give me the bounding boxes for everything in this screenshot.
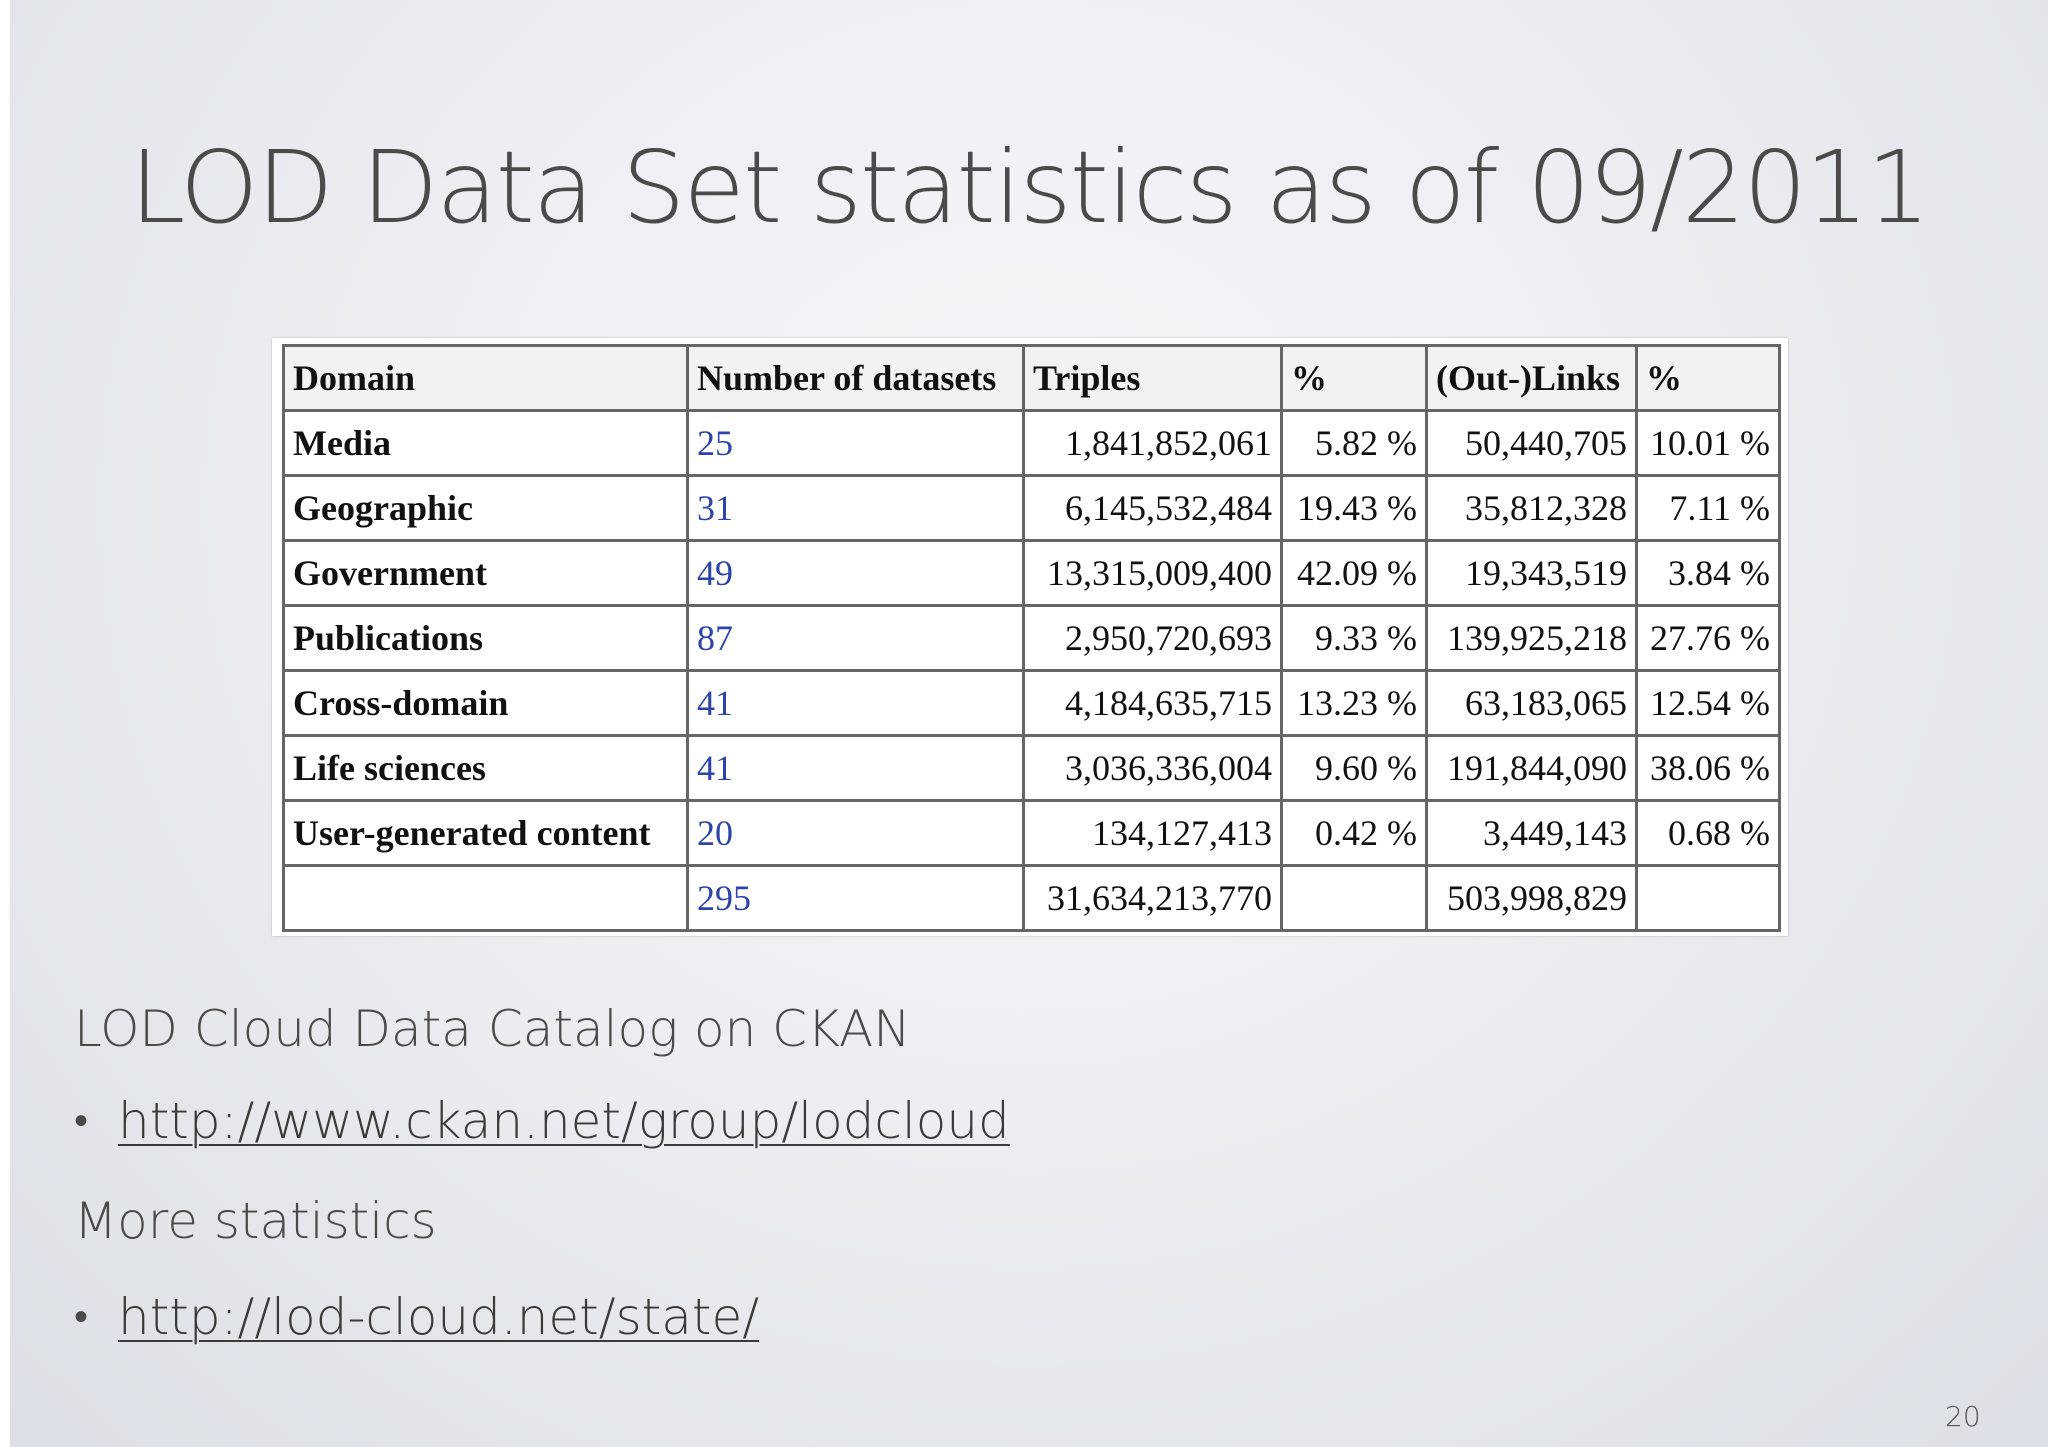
table-row: Geographic 31 6,145,532,484 19.43 % 35,8… bbox=[282, 474, 1781, 542]
domain-cell: Geographic bbox=[282, 474, 689, 542]
table-row: Media 25 1,841,852,061 5.82 % 50,440,705… bbox=[282, 409, 1781, 477]
ckan-catalog-heading: LOD Cloud Data Catalog on CKAN bbox=[74, 1000, 911, 1058]
dataset-count-link[interactable]: 20 bbox=[686, 799, 1025, 867]
lod-cloud-state-link[interactable]: http://lod-cloud.net/state/ bbox=[118, 1288, 760, 1346]
dataset-count-link[interactable]: 41 bbox=[686, 669, 1025, 737]
total-triples-percent-cell bbox=[1280, 864, 1428, 932]
dataset-count-link[interactable]: 41 bbox=[686, 734, 1025, 802]
links-percent-cell: 27.76 % bbox=[1635, 604, 1781, 672]
links-percent-cell: 0.68 % bbox=[1635, 799, 1781, 867]
ckan-bullet: • http://www.ckan.net/group/lodcloud bbox=[74, 1092, 1010, 1150]
page-number: 20 bbox=[1945, 1400, 1981, 1433]
links-percent-cell: 38.06 % bbox=[1635, 734, 1781, 802]
header-links-percent: % bbox=[1635, 344, 1781, 412]
links-percent-cell: 10.01 % bbox=[1635, 409, 1781, 477]
header-triples: Triples bbox=[1022, 344, 1283, 412]
table-row: Life sciences 41 3,036,336,004 9.60 % 19… bbox=[282, 734, 1781, 802]
triples-cell: 2,950,720,693 bbox=[1022, 604, 1283, 672]
bullet-point-icon: • bbox=[74, 1294, 89, 1340]
total-links-cell: 503,998,829 bbox=[1425, 864, 1638, 932]
ckan-link[interactable]: http://www.ckan.net/group/lodcloud bbox=[118, 1092, 1010, 1150]
table-row: Government 49 13,315,009,400 42.09 % 19,… bbox=[282, 539, 1781, 607]
statistics-table: Domain Number of datasets Triples % (Out… bbox=[282, 344, 1781, 932]
dataset-count-link[interactable]: 25 bbox=[686, 409, 1025, 477]
lod-cloud-bullet: • http://lod-cloud.net/state/ bbox=[74, 1288, 759, 1346]
links-cell: 50,440,705 bbox=[1425, 409, 1638, 477]
links-percent-cell: 3.84 % bbox=[1635, 539, 1781, 607]
triples-percent-cell: 19.43 % bbox=[1280, 474, 1428, 542]
table-row: Publications 87 2,950,720,693 9.33 % 139… bbox=[282, 604, 1781, 672]
triples-percent-cell: 0.42 % bbox=[1280, 799, 1428, 867]
triples-cell: 134,127,413 bbox=[1022, 799, 1283, 867]
triples-percent-cell: 9.60 % bbox=[1280, 734, 1428, 802]
slide-title: LOD Data Set statistics as of 09/2011 bbox=[129, 129, 1931, 246]
domain-cell: Government bbox=[282, 539, 689, 607]
total-links-percent-cell bbox=[1635, 864, 1781, 932]
triples-cell: 3,036,336,004 bbox=[1022, 734, 1283, 802]
dataset-count-link[interactable]: 49 bbox=[686, 539, 1025, 607]
more-statistics-heading: More statistics bbox=[74, 1192, 437, 1250]
triples-percent-cell: 13.23 % bbox=[1280, 669, 1428, 737]
statistics-table-image: Domain Number of datasets Triples % (Out… bbox=[272, 338, 1788, 936]
links-cell: 35,812,328 bbox=[1425, 474, 1638, 542]
triples-cell: 4,184,635,715 bbox=[1022, 669, 1283, 737]
links-cell: 19,343,519 bbox=[1425, 539, 1638, 607]
triples-cell: 1,841,852,061 bbox=[1022, 409, 1283, 477]
total-dataset-count-link[interactable]: 295 bbox=[686, 864, 1025, 932]
links-cell: 191,844,090 bbox=[1425, 734, 1638, 802]
table-row: User-generated content 20 134,127,413 0.… bbox=[282, 799, 1781, 867]
dataset-count-link[interactable]: 87 bbox=[686, 604, 1025, 672]
triples-percent-cell: 5.82 % bbox=[1280, 409, 1428, 477]
header-domain: Domain bbox=[282, 344, 689, 412]
domain-cell: Publications bbox=[282, 604, 689, 672]
header-number-of-datasets: Number of datasets bbox=[686, 344, 1025, 412]
domain-cell: Cross-domain bbox=[282, 669, 689, 737]
triples-cell: 13,315,009,400 bbox=[1022, 539, 1283, 607]
domain-cell: User-generated content bbox=[282, 799, 689, 867]
dataset-count-link[interactable]: 31 bbox=[686, 474, 1025, 542]
links-cell: 139,925,218 bbox=[1425, 604, 1638, 672]
links-cell: 3,449,143 bbox=[1425, 799, 1638, 867]
header-triples-percent: % bbox=[1280, 344, 1428, 412]
domain-cell: Life sciences bbox=[282, 734, 689, 802]
triples-cell: 6,145,532,484 bbox=[1022, 474, 1283, 542]
triples-percent-cell: 42.09 % bbox=[1280, 539, 1428, 607]
triples-percent-cell: 9.33 % bbox=[1280, 604, 1428, 672]
domain-cell: Media bbox=[282, 409, 689, 477]
links-cell: 63,183,065 bbox=[1425, 669, 1638, 737]
links-percent-cell: 7.11 % bbox=[1635, 474, 1781, 542]
table-header-row: Domain Number of datasets Triples % (Out… bbox=[282, 344, 1781, 412]
slide: LOD Data Set statistics as of 09/2011 Do… bbox=[10, 0, 2048, 1447]
total-triples-cell: 31,634,213,770 bbox=[1022, 864, 1283, 932]
table-total-row: 295 31,634,213,770 503,998,829 bbox=[282, 864, 1781, 932]
links-percent-cell: 12.54 % bbox=[1635, 669, 1781, 737]
header-out-links: (Out-)Links bbox=[1425, 344, 1638, 412]
table-row: Cross-domain 41 4,184,635,715 13.23 % 63… bbox=[282, 669, 1781, 737]
total-label-cell bbox=[282, 864, 689, 932]
bullet-point-icon: • bbox=[74, 1098, 89, 1144]
